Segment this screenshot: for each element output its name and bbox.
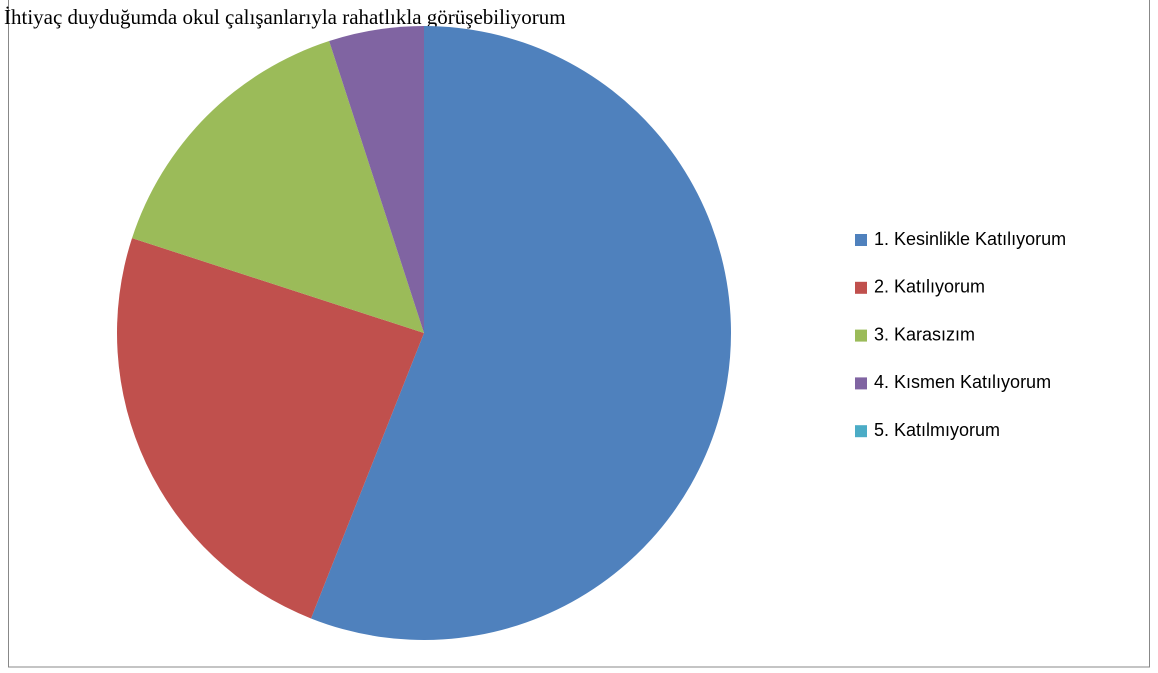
legend-swatch (855, 425, 867, 438)
pie-slice (132, 41, 425, 334)
pie-slice (329, 26, 424, 333)
pie-slice (310, 26, 731, 641)
legend-swatch (855, 329, 867, 342)
legend-swatch (855, 281, 867, 294)
legend-swatch (855, 234, 867, 246)
legend-label: 4. Kısmen Katılıyorum (874, 372, 1051, 392)
chart-title: İhtiyaç duyduğumda okul çalışanlarıyla r… (4, 5, 566, 29)
pie-slice (117, 238, 424, 619)
legend-label: 5. Katılmıyorum (874, 420, 1000, 440)
legend-swatch (855, 377, 867, 390)
legend-label: 2. Katılıyorum (874, 277, 985, 297)
legend-label: 1. Kesinlikle Katılıyorum (874, 229, 1066, 249)
legend-label: 3. Karasızım (874, 324, 975, 344)
